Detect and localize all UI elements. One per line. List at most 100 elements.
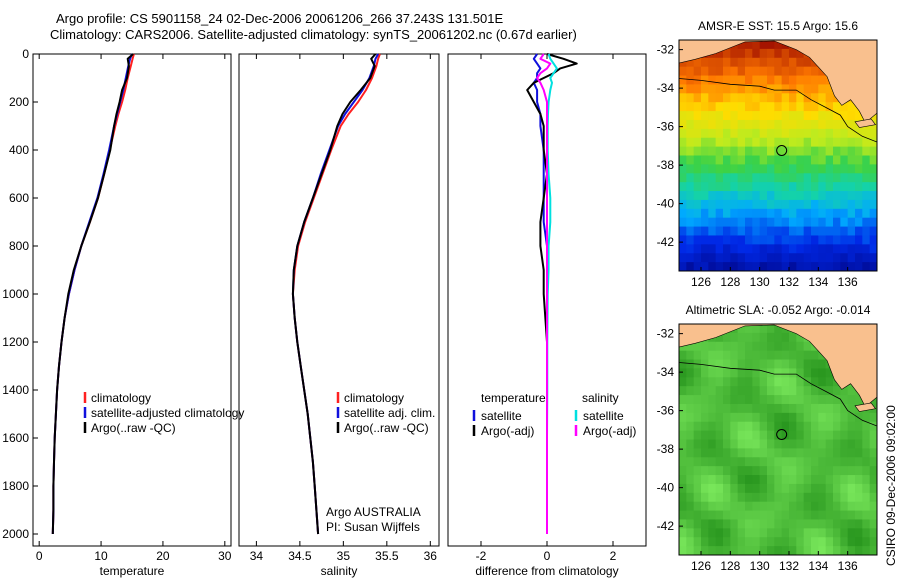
sst-map-cell [767, 57, 775, 68]
sla-map-cell [679, 430, 687, 441]
sst-map-cell [693, 102, 702, 112]
sst-map-cell [679, 253, 687, 263]
sst-map-cell [862, 137, 871, 148]
sst-map-cell [723, 208, 731, 219]
sla-map-cell [781, 341, 790, 352]
sla-map-cell [686, 377, 695, 387]
sst-map-cell [759, 102, 768, 112]
sla-map-cell [833, 457, 841, 467]
sla-map-cell [686, 528, 695, 538]
sla-map-cell [737, 412, 746, 423]
temp-axes-box [32, 53, 232, 547]
sst-map-cell [855, 164, 863, 174]
sst-map-cell [745, 244, 753, 254]
sla-map-cell [701, 466, 709, 476]
sst-map-cell [767, 217, 775, 228]
sla-map-cell [862, 466, 871, 476]
sla-map-cell [781, 519, 790, 529]
diff-legend-salinity-header: salinity [582, 391, 619, 405]
sla-map-cell [818, 528, 827, 538]
sla-map-cell [796, 341, 805, 352]
sla-map-cell [701, 501, 709, 512]
sst-map-cell [840, 173, 849, 183]
sla-map-cell [715, 466, 724, 476]
sst-map-cell [789, 75, 797, 86]
sst-map-cell [789, 173, 797, 183]
temp-legend-label: Argo(..raw -QC) [91, 421, 176, 435]
sst-map-cell [862, 164, 871, 174]
sla-map-cell [811, 421, 819, 432]
sst-map-cell [686, 191, 695, 201]
sst-map-cell [715, 155, 724, 165]
sla-map-argo-marker [776, 428, 788, 440]
sla-map-cell [701, 519, 709, 529]
sst-map-cell [840, 235, 849, 245]
sla-map-cell [840, 439, 849, 449]
sst-map-cell [737, 191, 746, 201]
sla-map-cell [781, 395, 790, 405]
sst-map-cell [701, 226, 709, 237]
sla-map-cell [686, 439, 695, 449]
sst-map-cell [811, 102, 819, 112]
sst-map-cell [825, 244, 834, 254]
sla-map-cell [789, 368, 797, 378]
sst-map-cell [737, 262, 746, 271]
sla-map-cell [781, 359, 790, 370]
sal-legend-label: satellite adj. clim. [344, 406, 435, 420]
sst-map-cell [818, 128, 827, 139]
sst-map-ytick-label: -38 [657, 158, 675, 172]
sst-map-cell [715, 262, 724, 271]
sla-map-cell [752, 537, 761, 547]
sla-map-cell [730, 430, 739, 441]
sla-map-cell [825, 430, 834, 441]
temp-ytick-label: 1000 [2, 287, 29, 301]
sst-map-cell [730, 75, 739, 86]
sst-map-cell [737, 173, 746, 183]
sla-map-cell [847, 430, 856, 441]
sst-map-cell [752, 119, 761, 130]
sla-map-cell [759, 475, 768, 485]
sst-map-cell [825, 191, 834, 201]
sla-map-cell [686, 537, 695, 547]
sla-map-cell [796, 412, 805, 423]
sst-map-cell [869, 226, 877, 237]
sla-map-cell [855, 466, 863, 476]
sst-map-cell [759, 93, 768, 103]
sst-map-ytick-label: -34 [657, 81, 675, 95]
sla-map-cell [701, 395, 709, 405]
sst-map-cell [767, 155, 775, 165]
sst-map-cell [811, 226, 819, 237]
sla-map-cell [781, 350, 790, 361]
sst-map-cell [869, 173, 877, 183]
sst-map-cell [869, 146, 877, 157]
sst-map-xtick-label: 130 [750, 275, 770, 289]
sla-map-cell [767, 492, 775, 503]
sla-map-cell [708, 341, 717, 352]
sla-map-cell [818, 448, 827, 458]
sst-map-cell [862, 173, 871, 183]
sla-map-cell [767, 421, 775, 432]
sst-map-cell [869, 208, 877, 219]
sst-map-cell [774, 48, 783, 59]
sla-map-cell [715, 368, 724, 378]
sst-map-cell [752, 253, 761, 263]
sla-map-cell [796, 475, 805, 485]
sst-map-cell [752, 137, 761, 148]
sst-map-cell [855, 173, 863, 183]
sst-map-cell [737, 137, 746, 148]
sst-map-cell [774, 93, 783, 103]
sla-map-cell [767, 377, 775, 387]
sst-map-cell [781, 75, 790, 86]
sla-map-cell [759, 466, 768, 476]
sla-map-cell [752, 439, 761, 449]
sst-map-cell [833, 128, 841, 139]
temp-xtick-label: 30 [218, 549, 232, 563]
sla-map-cell [825, 475, 834, 485]
sla-map-cell [774, 466, 783, 476]
sst-map-cell [862, 208, 871, 219]
sla-map-cell [803, 448, 812, 458]
sla-map-cell [789, 501, 797, 512]
sal-xlabel: salinity [321, 564, 358, 578]
sst-map-cell [811, 119, 819, 130]
sst-map-cell [679, 173, 687, 183]
